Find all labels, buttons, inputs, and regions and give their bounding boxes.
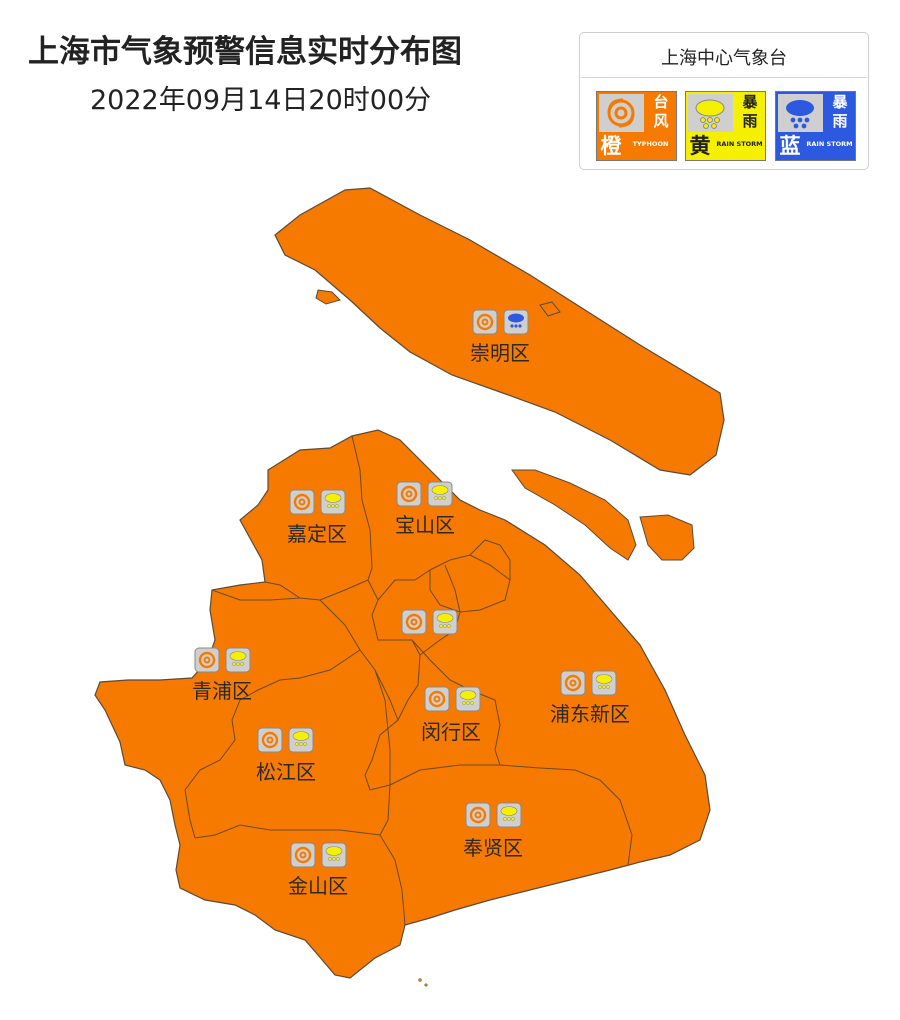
legend-divider — [581, 77, 867, 78]
district-marker-jiading[interactable]: 嘉定区 — [287, 489, 347, 546]
region-island — [315, 289, 341, 305]
region-island — [418, 978, 422, 982]
region-island — [539, 301, 561, 317]
legend-typhoon-orange-badge: 台风 橙 TYPHOON — [596, 91, 677, 161]
district-marker-jinshan[interactable]: 金山区 — [288, 842, 348, 898]
typhoon-icon — [424, 686, 450, 712]
warning-type-label: 暴雨 — [742, 93, 758, 130]
district-label: 闵行区 — [421, 720, 481, 744]
typhoon-icon — [257, 727, 283, 753]
warning-type-label: 暴雨 — [832, 93, 848, 130]
warning-en-label: RAIN STORM — [806, 140, 853, 148]
district-label: 青浦区 — [192, 679, 252, 703]
typhoon-icon — [465, 802, 491, 828]
rainstorm-icon — [688, 94, 733, 132]
warning-type-label: 台风 — [653, 93, 669, 130]
legend-panel: 上海中心气象台 台风 橙 TYPHOON — [579, 32, 869, 170]
region-island — [424, 983, 428, 987]
warning-en-label: TYPHOON — [632, 140, 669, 148]
timestamp: 2022年09月14日20时00分 — [90, 85, 432, 116]
typhoon-icon — [599, 94, 644, 132]
region-chongming[interactable] — [274, 187, 725, 476]
typhoon-icon — [401, 609, 427, 635]
district-marker-central[interactable] — [401, 609, 458, 635]
region-island — [511, 469, 637, 561]
typhoon-icon — [194, 647, 220, 673]
typhoon-icon — [289, 489, 315, 515]
district-label: 金山区 — [288, 874, 348, 898]
district-marker-fengxian[interactable]: 奉贤区 — [463, 802, 523, 860]
warning-level-label: 黄 — [689, 134, 711, 158]
district-marker-songjiang[interactable]: 松江区 — [256, 727, 316, 784]
warning-en-label: RAIN STORM — [716, 140, 763, 148]
typhoon-icon — [290, 842, 316, 868]
district-marker-minhang[interactable]: 闵行区 — [421, 686, 481, 744]
district-boundaries — [184, 435, 633, 926]
district-marker-qingpu[interactable]: 青浦区 — [192, 647, 252, 703]
district-label: 松江区 — [256, 760, 316, 784]
typhoon-icon — [560, 670, 586, 696]
district-label: 嘉定区 — [287, 522, 347, 546]
district-marker-baoshan[interactable]: 宝山区 — [395, 481, 455, 537]
legend-title: 上海中心气象台 — [661, 48, 787, 69]
district-label: 奉贤区 — [463, 836, 523, 860]
district-marker-chongming[interactable]: 崇明区 — [470, 309, 530, 365]
district-marker-pudong[interactable]: 浦东新区 — [550, 670, 630, 726]
district-label: 宝山区 — [395, 513, 455, 537]
warning-level-label: 蓝 — [779, 134, 801, 158]
legend-rainstorm-blue-badge: 暴雨 蓝 RAIN STORM — [775, 91, 856, 161]
legend-rainstorm-yellow-badge: 暴雨 黄 RAIN STORM — [685, 91, 766, 161]
region-island — [639, 514, 695, 561]
rainstorm-icon — [778, 94, 823, 132]
warning-level-label: 橙 — [600, 134, 622, 158]
page-title: 上海市气象预警信息实时分布图 — [28, 34, 462, 70]
typhoon-icon — [472, 309, 498, 335]
typhoon-icon — [396, 481, 422, 507]
district-label: 崇明区 — [470, 341, 530, 365]
district-label: 浦东新区 — [550, 702, 630, 726]
